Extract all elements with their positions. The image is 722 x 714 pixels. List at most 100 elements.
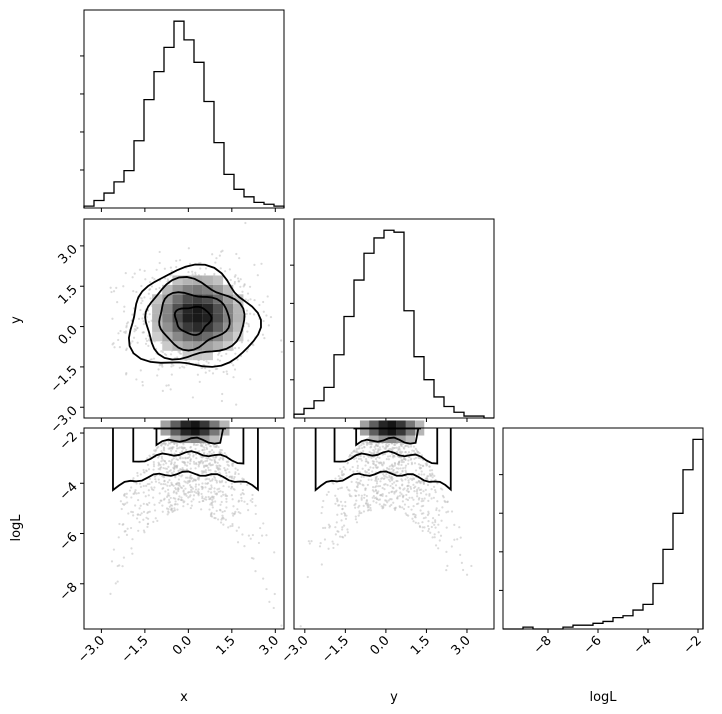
x-tick-label-x-2: 0.0 <box>170 633 195 658</box>
scatter-point <box>141 384 144 387</box>
scatter-point <box>421 526 424 529</box>
scatter-point <box>220 354 223 358</box>
scatter-point <box>219 267 222 270</box>
scatter-point <box>388 447 391 451</box>
scatter-point <box>222 493 225 496</box>
scatter-point <box>358 447 361 450</box>
scatter-point <box>406 485 409 488</box>
scatter-point <box>135 378 138 381</box>
scatter-point <box>242 478 245 481</box>
density-cell <box>182 313 193 323</box>
scatter-point <box>144 337 148 340</box>
scatter-point <box>152 460 155 464</box>
scatter-point <box>184 487 187 490</box>
scatter-point <box>182 443 185 446</box>
scatter-point <box>391 448 394 451</box>
scatter-point <box>152 357 156 360</box>
scatter-point <box>125 533 129 536</box>
scatter-point <box>358 445 361 448</box>
scatter-point <box>173 452 176 455</box>
scatter-point <box>372 494 375 498</box>
scatter-point <box>207 490 210 493</box>
scatter-point <box>354 515 357 518</box>
scatter-point <box>357 457 360 460</box>
x-tick-label-x-0: −3.0 <box>75 633 108 666</box>
scatter-point <box>417 479 421 483</box>
scatter-point <box>320 511 323 515</box>
density-cell <box>202 322 213 332</box>
scatter-point <box>263 336 266 340</box>
scatter-point <box>215 509 218 512</box>
scatter-point <box>406 444 409 448</box>
scatter-point <box>412 483 415 486</box>
density-cell <box>152 294 163 304</box>
scatter-point <box>338 477 341 480</box>
scatter-point <box>210 491 213 494</box>
scatter-point <box>218 481 222 484</box>
scatter-point <box>222 484 225 488</box>
scatter-point <box>156 374 159 377</box>
scatter-point <box>177 489 180 493</box>
scatter-point <box>391 446 394 449</box>
scatter-point <box>117 536 120 539</box>
scatter-point <box>201 496 204 500</box>
scatter-point <box>124 502 127 505</box>
scatter-point <box>377 478 380 481</box>
scatter-point <box>226 468 229 471</box>
scatter-point <box>188 480 191 484</box>
scatter-point <box>231 475 234 478</box>
scatter-point <box>350 480 353 483</box>
scatter-point <box>374 457 378 461</box>
scatter-point <box>167 465 170 469</box>
scatter-point <box>221 479 224 482</box>
scatter-point <box>116 580 119 583</box>
scatter-point <box>256 274 259 277</box>
scatter-point <box>382 462 385 465</box>
scatter-point <box>162 498 166 501</box>
scatter-point <box>439 534 443 537</box>
scatter-point <box>369 446 372 449</box>
scatter-point <box>226 463 229 466</box>
scatter-point <box>205 447 209 451</box>
scatter-point <box>364 487 367 490</box>
scatter-point <box>214 470 218 473</box>
scatter-point <box>402 442 405 445</box>
scatter-point <box>174 503 177 506</box>
scatter-point <box>407 451 411 454</box>
scatter-point <box>401 450 404 454</box>
scatter-point <box>152 520 155 524</box>
scatter-point <box>423 473 426 476</box>
scatter-point <box>387 499 390 502</box>
scatter-point <box>262 300 265 304</box>
scatter-point <box>138 268 142 271</box>
scatter-point <box>382 477 385 480</box>
scatter-point <box>445 569 448 572</box>
scatter-point <box>412 520 415 523</box>
scatter-point <box>376 444 380 448</box>
scatter-point <box>133 330 136 333</box>
scatter-point <box>356 483 360 487</box>
scatter-point <box>227 460 230 463</box>
scatter-point <box>173 507 176 510</box>
scatter-point <box>369 509 372 512</box>
scatter-point <box>396 471 399 474</box>
scatter-point <box>375 460 378 463</box>
scatter-point <box>343 511 346 514</box>
scatter-point <box>235 403 238 406</box>
scatter-point <box>170 449 173 452</box>
density-cell <box>233 322 244 332</box>
scatter-point <box>169 469 172 472</box>
scatter-point <box>175 447 179 450</box>
scatter-point <box>431 472 434 475</box>
scatter-point <box>393 461 396 465</box>
scatter-point <box>266 295 269 298</box>
scatter-point <box>299 625 302 628</box>
scatter-point <box>175 265 178 269</box>
scatter-point <box>243 545 246 548</box>
scatter-point <box>188 495 191 498</box>
scatter-point <box>219 456 222 460</box>
scatter-point <box>402 460 405 464</box>
scatter-point <box>367 437 370 440</box>
scatter-point <box>420 470 423 473</box>
scatter-point <box>247 509 250 512</box>
